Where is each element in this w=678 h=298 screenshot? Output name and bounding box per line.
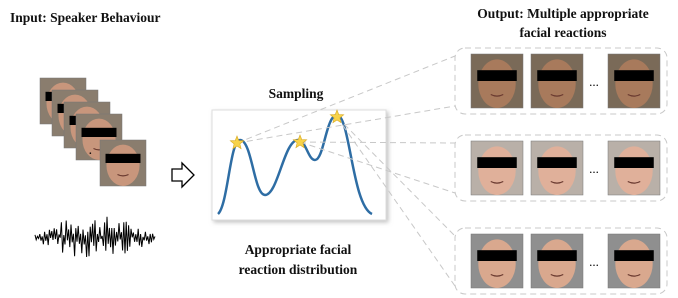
eye-mask (614, 250, 654, 261)
stack-dots: · (88, 147, 93, 162)
ellipsis: ... (589, 161, 599, 176)
face (478, 146, 515, 195)
eye-mask (537, 157, 577, 168)
eye-mask (477, 70, 517, 81)
eye-mask (477, 250, 517, 261)
sampling-title: Sampling (269, 86, 324, 101)
eye-mask (537, 70, 577, 81)
caption-line: Appropriate facial (245, 242, 352, 257)
ellipsis: ... (589, 254, 599, 269)
speaker-faces (40, 78, 146, 186)
eye-mask (614, 70, 654, 81)
face (106, 145, 139, 186)
eye-mask (82, 128, 117, 137)
output-groups: ......... (455, 48, 667, 294)
eye-mask (477, 157, 517, 168)
eye-mask (537, 250, 577, 261)
face (615, 59, 652, 108)
figure: Input: Speaker Behaviour · Sampling Appr… (0, 0, 678, 298)
ellipsis: ... (589, 74, 599, 89)
face (538, 239, 575, 288)
eye-mask (614, 157, 654, 168)
output-title: facial reactions (519, 25, 606, 40)
distribution-box (212, 110, 386, 220)
input-title: Input: Speaker Behaviour (10, 10, 161, 25)
face (538, 146, 575, 195)
output-title: Output: Multiple appropriate (477, 6, 649, 21)
arrow (172, 163, 194, 187)
face (615, 146, 652, 195)
face (478, 239, 515, 288)
face (615, 239, 652, 288)
face (478, 59, 515, 108)
audio-waveform (35, 217, 155, 257)
eye-mask (106, 154, 141, 163)
face (538, 59, 575, 108)
caption-line: reaction distribution (239, 262, 358, 277)
